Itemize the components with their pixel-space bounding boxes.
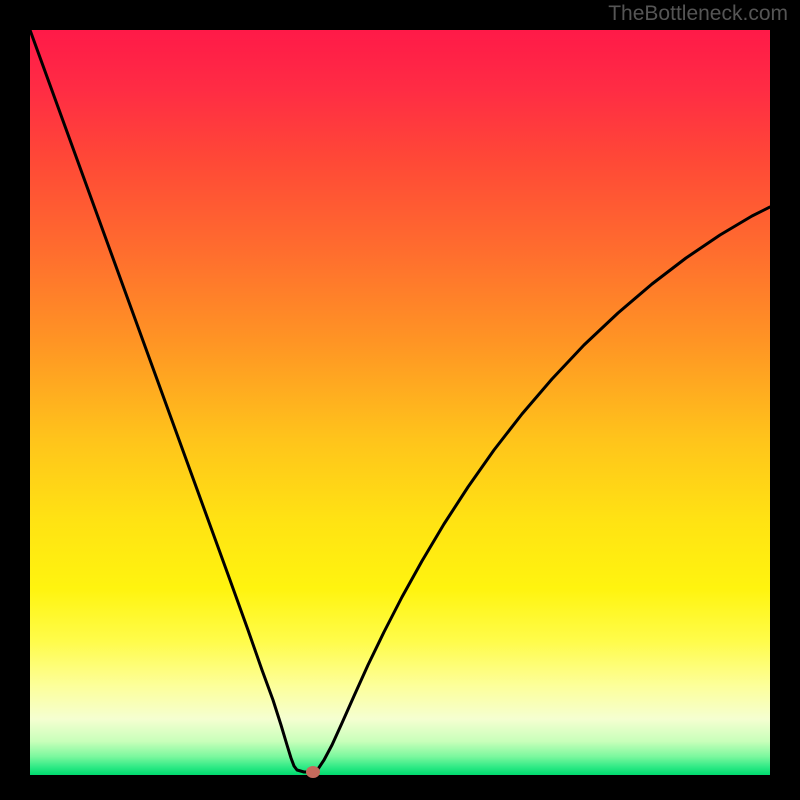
background-gradient [30, 30, 770, 775]
optimal-point-marker [306, 766, 320, 778]
plot-area [30, 30, 770, 775]
watermark-text: TheBottleneck.com [608, 2, 788, 26]
